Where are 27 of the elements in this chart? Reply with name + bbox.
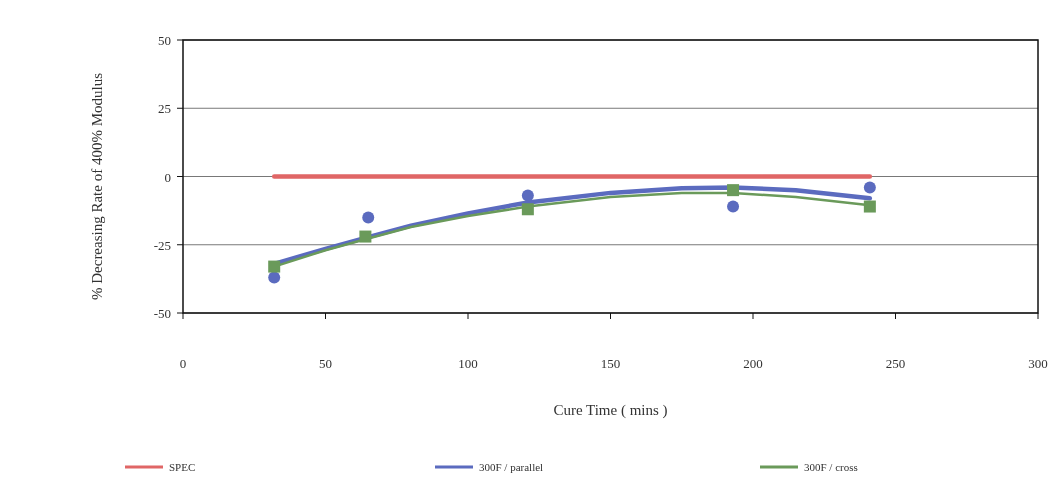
y-tick-label: 50 <box>158 33 171 48</box>
point <box>268 271 281 284</box>
x-axis-title: Cure Time ( mins ) <box>553 402 668 419</box>
x-tick-label: 200 <box>743 356 763 371</box>
x-tick-label: 0 <box>179 356 187 371</box>
point <box>362 211 375 224</box>
legend-label: 300F / parallel <box>479 461 544 473</box>
point <box>268 260 281 273</box>
y-axis-title: % Decreasing Rate of 400% Modulus <box>89 72 105 301</box>
point <box>727 184 740 197</box>
y-tick-label: 0 <box>164 169 171 185</box>
x-tick-label: 250 <box>885 356 906 371</box>
point <box>521 203 534 216</box>
point <box>359 230 372 243</box>
legend-label: SPEC <box>169 461 196 473</box>
x-tick-label: 50 <box>319 356 332 371</box>
y-tick-label: 25 <box>158 101 171 117</box>
point <box>863 181 876 194</box>
point <box>863 200 876 213</box>
legend-label: 300F / cross <box>804 461 858 473</box>
point <box>521 189 534 202</box>
x-tick-label: 300 <box>1028 356 1048 371</box>
point <box>727 200 740 213</box>
y-tick-label: -50 <box>153 306 171 321</box>
x-tick-label: 100 <box>458 356 478 371</box>
y-tick-label: -25 <box>153 237 171 253</box>
x-tick-label: 150 <box>600 356 621 371</box>
